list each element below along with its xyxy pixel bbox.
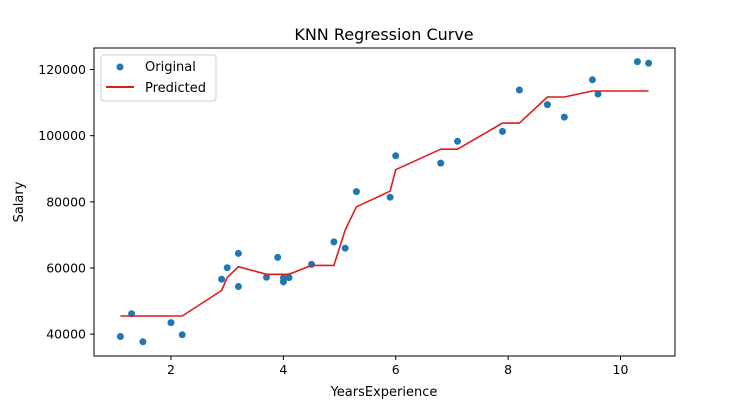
original-point [633,58,641,66]
original-point [386,193,394,201]
original-point [515,86,523,94]
original-point [594,90,602,98]
x-axis: 2 4 6 8 10 [167,356,628,377]
x-tick-label: 10 [613,362,629,377]
original-point [263,273,270,281]
original-point [454,137,461,145]
plot-frame [93,47,676,357]
x-tick-label: 2 [167,362,175,377]
original-point [274,253,282,261]
x-axis-label: YearsExperience [330,385,438,400]
original-point [279,274,287,282]
x-tick-label: 6 [392,362,400,377]
original-point [178,331,186,339]
y-tick-label: 120000 [38,62,86,77]
original-point [223,264,231,272]
original-point [437,159,445,167]
original-point [330,238,338,246]
original-point [341,244,349,252]
y-axis-label: Salary [12,181,27,222]
x-tick-label: 4 [279,362,287,377]
legend-box [100,54,217,102]
original-point [218,275,226,283]
chart-title: KNN Regression Curve [294,25,473,44]
original-point [285,274,293,282]
original-point [560,113,568,121]
original-point [116,333,124,340]
y-axis: 40000 60000 80000 100000 120000 [38,62,94,342]
original-point [234,249,242,257]
original-point [588,76,596,84]
x-tick-label: 8 [504,362,512,377]
original-point [392,152,400,160]
original-point [234,283,242,290]
original-point [499,127,506,135]
plot-area [116,58,653,346]
legend-original-label: Original [145,60,196,75]
y-tick-label: 100000 [38,128,86,143]
y-tick-label: 80000 [46,194,86,209]
original-point [645,59,653,67]
legend: Original Predicted [100,54,217,102]
original-point [139,338,147,346]
y-tick-label: 60000 [46,261,86,276]
original-point [352,188,360,196]
original-point [543,101,551,109]
legend-original-marker [116,63,124,71]
y-tick-label: 40000 [46,327,86,342]
legend-predicted-label: Predicted [145,81,206,96]
original-point [167,319,175,327]
predicted-line [120,90,649,317]
